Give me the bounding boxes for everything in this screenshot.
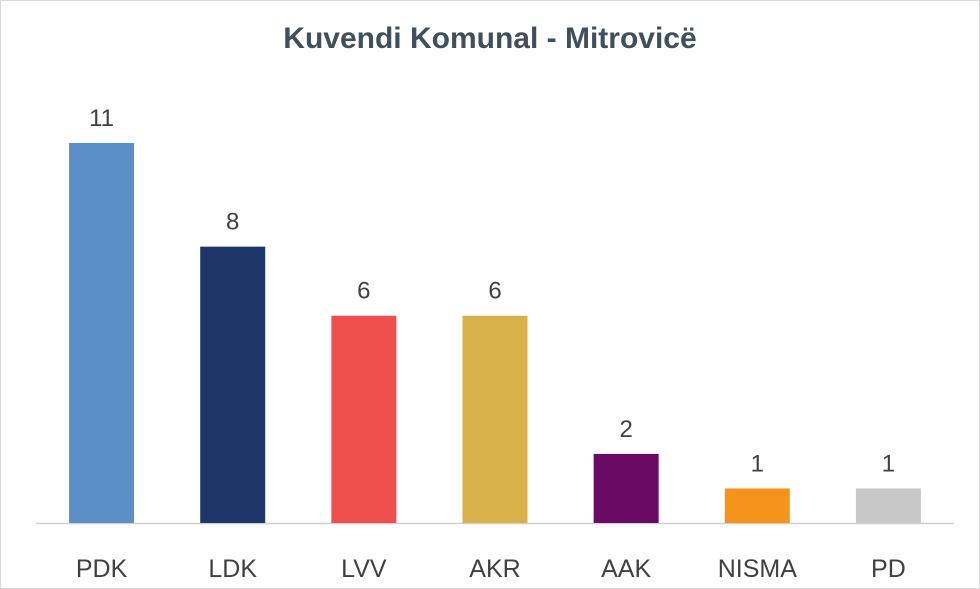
bar-nisma bbox=[724, 488, 790, 523]
x-tick-label-akr: AKR bbox=[469, 555, 520, 583]
x-tick-label-aak: AAK bbox=[601, 555, 651, 583]
data-label-nisma: 1 bbox=[751, 450, 764, 477]
data-label-pd: 1 bbox=[882, 450, 895, 477]
x-tick-label-pd: PD bbox=[871, 555, 906, 583]
data-label-ldk: 8 bbox=[226, 209, 239, 236]
bar-akr bbox=[462, 315, 528, 523]
data-label-aak: 2 bbox=[619, 416, 632, 443]
x-tick-label-lvv: LVV bbox=[341, 555, 387, 583]
bar-pdk bbox=[69, 143, 135, 523]
bar-lvv bbox=[331, 315, 397, 523]
data-label-akr: 6 bbox=[488, 278, 501, 305]
chart-title: Kuvendi Komunal - Mitrovicë bbox=[283, 22, 697, 55]
data-label-lvv: 6 bbox=[357, 278, 370, 305]
x-tick-label-pdk: PDK bbox=[76, 555, 128, 583]
x-tick-label-ldk: LDK bbox=[208, 555, 257, 583]
bar-aak bbox=[593, 453, 659, 523]
bar-ldk bbox=[200, 246, 266, 524]
x-tick-label-nisma: NISMA bbox=[718, 555, 798, 583]
data-label-pdk: 11 bbox=[89, 105, 114, 132]
bar-pd bbox=[855, 488, 921, 523]
